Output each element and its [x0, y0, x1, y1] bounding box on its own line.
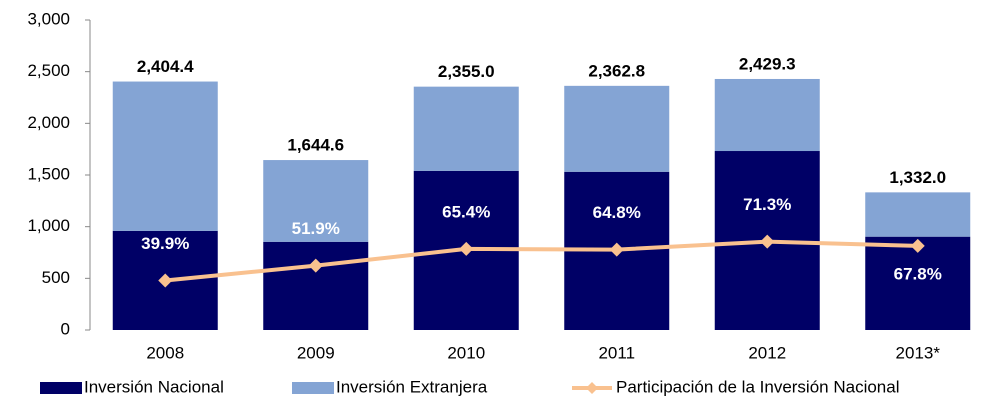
y-tick-label: 1,500 — [27, 164, 70, 183]
x-tick-label: 2010 — [447, 343, 485, 362]
bar-segment — [263, 160, 369, 242]
data-label: 51.9% — [292, 219, 340, 238]
legend-swatch — [40, 382, 82, 394]
total-label: 2,362.8 — [588, 61, 645, 80]
total-label: 2,355.0 — [438, 62, 495, 81]
total-label: 1,332.0 — [889, 168, 946, 187]
y-tick-label: 3,000 — [27, 9, 70, 28]
x-tick-label: 2013* — [896, 343, 941, 362]
legend-swatch — [586, 382, 598, 394]
bar-segment — [112, 81, 218, 231]
data-label: 65.4% — [442, 202, 490, 221]
bar-segment — [413, 86, 519, 171]
line-marker — [459, 241, 474, 256]
legend-swatch — [292, 382, 334, 394]
total-label: 1,644.6 — [287, 136, 344, 155]
data-label: 67.8% — [894, 264, 942, 283]
y-tick-label: 0 — [61, 319, 70, 338]
data-label: 64.8% — [593, 203, 641, 222]
y-tick-label: 2,000 — [27, 113, 70, 132]
line-marker — [760, 234, 775, 249]
x-tick-label: 2011 — [598, 343, 635, 362]
total-label: 2,404.4 — [137, 57, 194, 76]
legend-label: Inversión Extranjera — [336, 377, 488, 396]
legend-label: Inversión Nacional — [84, 377, 224, 396]
y-tick-label: 2,500 — [27, 61, 70, 80]
bar-segment — [714, 78, 820, 152]
bar-segment — [865, 192, 971, 237]
y-tick-label: 1,000 — [27, 216, 70, 235]
line-marker — [910, 238, 925, 253]
line-marker — [609, 242, 624, 257]
legend-label: Participación de la Inversión Nacional — [616, 377, 900, 396]
data-label: 39.9% — [141, 234, 189, 253]
bar-segment — [263, 241, 369, 330]
x-tick-label: 2009 — [297, 343, 335, 362]
bar-segment — [564, 85, 670, 172]
line-marker — [308, 258, 323, 273]
data-label: 71.3% — [743, 195, 791, 214]
line — [165, 239, 918, 283]
y-tick-label: 500 — [42, 268, 70, 287]
x-tick-label: 2008 — [146, 343, 184, 362]
line-marker — [158, 273, 173, 288]
x-tick-label: 2012 — [748, 343, 786, 362]
total-label: 2,429.3 — [739, 54, 796, 73]
